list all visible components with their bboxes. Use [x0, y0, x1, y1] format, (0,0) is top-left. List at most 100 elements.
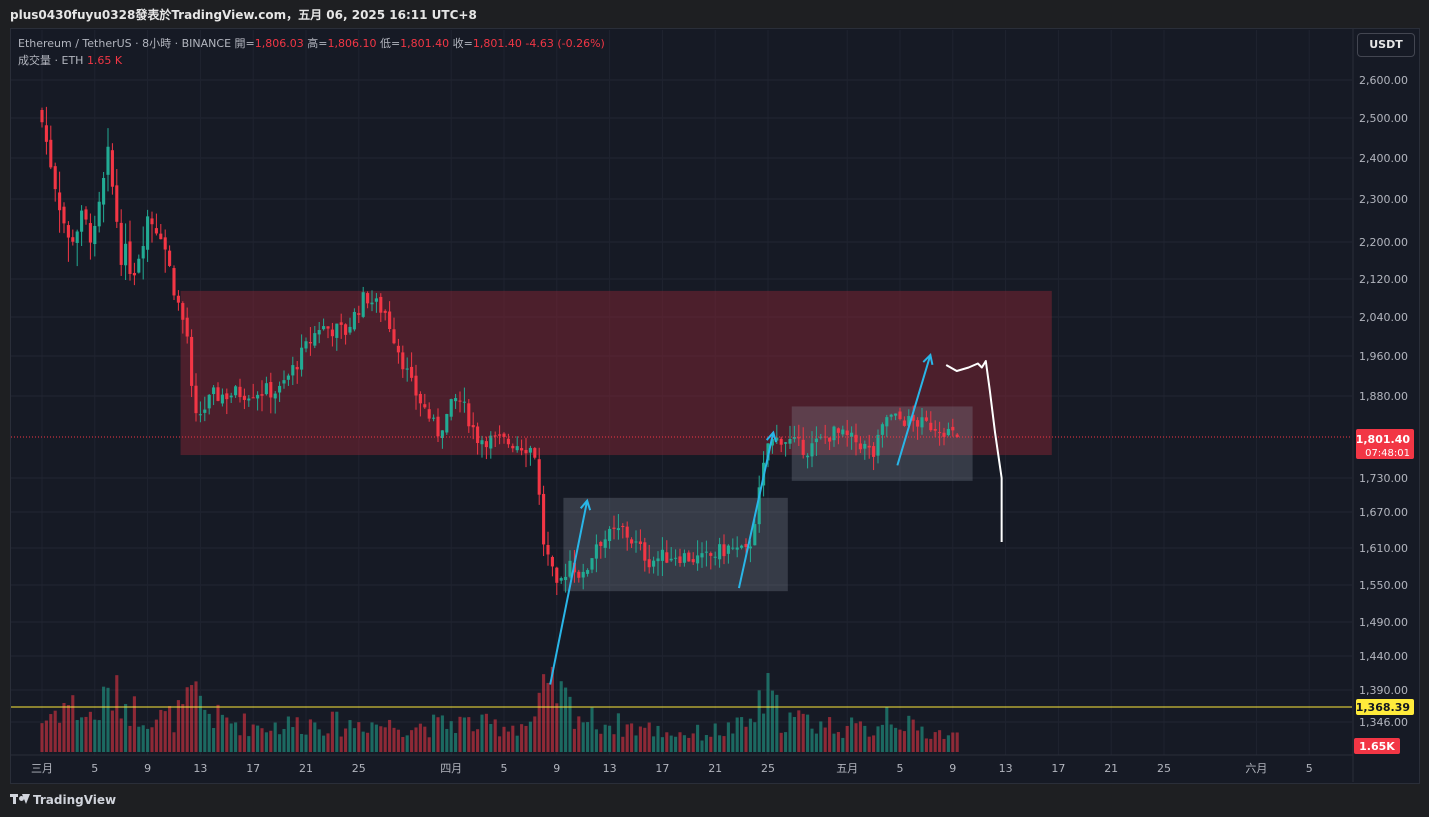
volume-bar [374, 724, 378, 752]
volume-bar [757, 690, 761, 752]
volume-bar [731, 733, 735, 752]
candle-body [225, 393, 229, 400]
volume-bar [396, 729, 400, 752]
candle-body [401, 352, 405, 370]
volume-bar [696, 724, 700, 752]
candle-body [462, 401, 466, 403]
candle-body [634, 541, 638, 543]
candle-body [141, 246, 145, 259]
time-tick-label: 9 [949, 762, 956, 775]
volume-bar [146, 728, 150, 752]
candle-body [788, 438, 792, 444]
candle-body [546, 544, 550, 555]
volume-bar [352, 728, 356, 752]
volume-bar [612, 734, 616, 752]
candle-body [295, 366, 299, 370]
candle-body [190, 336, 194, 386]
volume-bar [388, 719, 392, 752]
volume-bar [40, 723, 44, 752]
candle-body [436, 416, 440, 437]
volume-bar [691, 733, 695, 752]
candle-body [520, 448, 524, 451]
volume-bar [216, 704, 220, 752]
volume-bar [520, 724, 524, 752]
volume-bar [700, 740, 704, 752]
volume-bar [753, 722, 757, 752]
volume-bar [542, 674, 546, 752]
candle-body [665, 552, 669, 563]
candle-body [555, 567, 559, 583]
tradingview-logo: TradingView [10, 793, 116, 807]
volume-bar [916, 730, 920, 752]
candle-body [858, 443, 862, 450]
candle-body [374, 298, 378, 302]
volume-bar [951, 732, 955, 752]
price-tick-label: 1,960.00 [1359, 350, 1408, 363]
volume-bar [110, 710, 114, 752]
candle-body [176, 295, 180, 303]
volume-bar [876, 726, 880, 752]
candle-body [946, 428, 950, 436]
candle-body [322, 326, 326, 330]
volume-bar [44, 720, 48, 752]
candle-body [449, 399, 453, 417]
volume-bar [594, 729, 598, 752]
volume-bar [405, 735, 409, 752]
volume-bar [115, 675, 119, 752]
candle-body [524, 449, 528, 454]
volume-bar [339, 736, 343, 752]
candle-body [62, 206, 66, 224]
volume-bar [713, 723, 717, 752]
candle-body [317, 330, 321, 335]
volume-bar [564, 687, 568, 752]
legend-volume-label: 成交量 · ETH [18, 54, 84, 67]
legend-high-label: 高= [307, 37, 328, 50]
price-tick-label: 1,490.00 [1359, 616, 1408, 629]
currency-button[interactable]: USDT [1357, 33, 1415, 57]
volume-bar [533, 716, 537, 752]
time-tick-label: 25 [352, 762, 366, 775]
candle-body [440, 430, 444, 439]
candle-body [854, 434, 858, 443]
volume-bar [462, 717, 466, 752]
volume-bar [313, 722, 317, 752]
time-tick-label: 17 [1051, 762, 1065, 775]
candle-body [674, 557, 678, 559]
candle-body [498, 434, 502, 436]
volume-bar [476, 729, 480, 752]
volume-bar [401, 736, 405, 752]
volume-bar [634, 735, 638, 752]
time-tick-label: 21 [1104, 762, 1118, 775]
volume-bar [207, 713, 211, 752]
candle-body [234, 386, 238, 396]
candle-body [115, 185, 119, 222]
candle-body [330, 329, 334, 337]
volume-bar [511, 725, 515, 752]
volume-bar [242, 713, 246, 752]
volume-bar [484, 713, 488, 752]
candle-body [168, 250, 172, 266]
candle-body [352, 311, 356, 330]
price-tick-label: 1,880.00 [1359, 390, 1408, 403]
volume-bar [625, 724, 629, 752]
volume-bar [643, 727, 647, 752]
volume-bar [810, 728, 814, 752]
legend-change: -4.63 (-0.26%) [525, 37, 605, 50]
candle-body [146, 216, 150, 250]
time-tick-label: 13 [603, 762, 617, 775]
volume-bar [555, 703, 559, 752]
candle-body [80, 210, 84, 232]
volume-bar [84, 716, 88, 752]
trend-arrow [896, 354, 932, 466]
candle-body [172, 268, 176, 296]
volume-bar [674, 736, 678, 752]
candle-body [137, 258, 141, 273]
volume-bar [590, 707, 594, 752]
arrow-head [579, 498, 592, 511]
volume-bar [454, 733, 458, 752]
volume-bar [586, 722, 590, 752]
candle-body [797, 437, 801, 439]
volume-bar [418, 723, 422, 752]
volume-bar [330, 711, 334, 752]
